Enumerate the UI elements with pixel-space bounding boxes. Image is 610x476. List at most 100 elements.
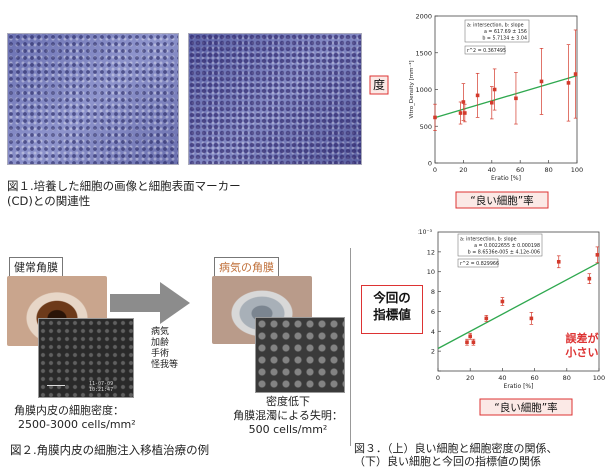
fig1-caption: 図１.培養した細胞の画像と細胞表面マーカー (CD)との関連性 bbox=[7, 179, 347, 209]
healthy-note-line2: 2500-3000 cells/mm² bbox=[18, 418, 136, 431]
density-label: 度 bbox=[373, 77, 385, 92]
data-point bbox=[490, 100, 494, 105]
fit-line bbox=[437, 262, 600, 350]
arrow-icon bbox=[110, 282, 190, 324]
fig3-caption-line1: 図３．（上）良い細胞と細胞密度の関係、 bbox=[354, 442, 558, 455]
r2-text: r^2 = 0.829966 bbox=[460, 261, 499, 267]
y-tick-label: 2000 bbox=[415, 13, 432, 21]
fig1-caption-line2: (CD)との関連性 bbox=[7, 194, 91, 208]
chart-bottom: 2 4 6 8 10 12 0 20 40 60 80 100 Eratio [%] 14x10⁻³ a: … bbox=[408, 222, 610, 420]
y-tick-label: 0 bbox=[428, 160, 432, 168]
y-tick-label: 2 bbox=[431, 348, 435, 356]
r2-box bbox=[457, 258, 499, 268]
fit-box-line: a = 617.69 ± 156 bbox=[484, 29, 527, 35]
healthy-endothelium-image: 11-07-09 10:21:47 bbox=[38, 318, 134, 398]
x-tick-label: 60 bbox=[516, 166, 524, 174]
y-tick-label: 1500 bbox=[415, 49, 432, 57]
microscope-image-2 bbox=[188, 33, 362, 165]
y-tick-label: 1000 bbox=[415, 86, 432, 94]
diseased-note-line2: 角膜混濁による失明： bbox=[233, 409, 343, 422]
small-error-annotation-line1: 誤差が bbox=[566, 331, 599, 345]
data-point bbox=[539, 79, 544, 84]
diseased-cornea-label: 病気の角膜 bbox=[214, 257, 279, 277]
chart-top-svg: 0 500 1000 1500 2000 0 20 40 60 80 100 Eratio [%] Vi… bbox=[369, 13, 583, 209]
fit-box bbox=[464, 19, 530, 43]
data-point bbox=[500, 299, 505, 304]
x-tick-label: 80 bbox=[563, 374, 571, 382]
diseased-note-line3: 500 cells/mm² bbox=[248, 423, 328, 436]
data-point bbox=[475, 93, 480, 98]
data-point bbox=[514, 96, 518, 101]
endo-timestamp: 11-07-09 10:21:47 bbox=[89, 381, 114, 393]
data-point bbox=[529, 316, 534, 321]
cause-item: 手術 bbox=[151, 349, 170, 359]
good-cell-rate-label: “良い細胞”率 bbox=[470, 194, 533, 207]
y-tick-label: 4 bbox=[431, 328, 435, 336]
index-value-box: 今回の 指標値 bbox=[361, 285, 423, 334]
divider bbox=[350, 248, 351, 446]
cause-list: 病気 加齢 手術 怪我等 bbox=[151, 327, 178, 371]
fit-line bbox=[434, 74, 578, 119]
x-axis-label: Eratio [%] bbox=[504, 383, 534, 390]
index-value-line1: 今回の bbox=[373, 290, 411, 305]
x-tick-label: 40 bbox=[498, 374, 506, 382]
data-point bbox=[566, 81, 571, 85]
fig2-caption: 図２.角膜内皮の細胞注入移植治療の例 bbox=[10, 443, 210, 457]
diseased-note: 密度低下 角膜混濁による失明： 500 cells/mm² bbox=[218, 395, 358, 437]
good-cell-rate-box bbox=[455, 191, 549, 209]
data-point bbox=[595, 253, 600, 257]
plot-frame bbox=[437, 231, 600, 372]
cause-item: 怪我等 bbox=[151, 360, 179, 370]
fit-box-line: a = 0.0022655 ± 0.000198 bbox=[474, 243, 540, 249]
x-tick-label: 20 bbox=[466, 374, 474, 382]
density-label-box bbox=[369, 75, 389, 95]
chart-top: 0 500 1000 1500 2000 0 20 40 60 80 100 Eratio [%] Vi… bbox=[362, 2, 610, 214]
y-exponent-label: 14x10⁻³ bbox=[418, 229, 433, 236]
healthy-note: 角膜内皮の細胞密度： 2500-3000 cells/mm² bbox=[14, 404, 164, 432]
x-tick-label: 80 bbox=[544, 166, 552, 174]
r2-box bbox=[464, 45, 506, 55]
index-value-line2: 指標値 bbox=[373, 307, 411, 322]
r2-text: r^2 = 0.367495 bbox=[467, 48, 506, 54]
diseased-endothelium-image bbox=[255, 317, 345, 393]
microscope-image-1 bbox=[7, 33, 179, 165]
x-tick-label: 40 bbox=[488, 166, 496, 174]
fit-box-line: b = 5.7134 ± 3.04 bbox=[482, 36, 527, 42]
y-tick-label: 10 bbox=[427, 268, 435, 276]
chart-bottom-svg: 2 4 6 8 10 12 0 20 40 60 80 100 Eratio [%] 14x10⁻³ a: … bbox=[408, 229, 605, 416]
data-point bbox=[433, 115, 437, 120]
data-point bbox=[463, 111, 467, 115]
data-point bbox=[458, 111, 463, 115]
data-point bbox=[461, 100, 466, 104]
good-cell-rate-label: “良い細胞”率 bbox=[494, 401, 557, 414]
fit-box-line: b = 8.6536e-005 ± 4.12e-006 bbox=[468, 250, 540, 256]
fit-box-line: a: intersection, b: slope bbox=[460, 237, 517, 243]
diseased-note-line1: 密度低下 bbox=[266, 395, 310, 408]
x-axis-label: Eratio [%] bbox=[491, 175, 521, 182]
y-tick-label: 8 bbox=[431, 288, 435, 296]
data-point bbox=[468, 334, 472, 339]
data-point bbox=[587, 276, 592, 281]
cause-item: 病気 bbox=[151, 327, 170, 337]
y-axis-label: Vitro_Density [mm⁻²] bbox=[408, 60, 415, 118]
small-error-annotation-line2: 小さい bbox=[565, 345, 599, 359]
fig1-caption-line1: 図１.培養した細胞の画像と細胞表面マーカー bbox=[7, 179, 241, 193]
data-point bbox=[484, 316, 489, 321]
x-tick-label: 60 bbox=[530, 374, 538, 382]
healthy-note-line1: 角膜内皮の細胞密度： bbox=[14, 404, 124, 417]
x-tick-label: 20 bbox=[459, 166, 467, 174]
data-point bbox=[471, 340, 476, 345]
data-point bbox=[556, 259, 561, 264]
data-point bbox=[465, 340, 469, 345]
cause-item: 加齢 bbox=[151, 338, 170, 348]
fit-box bbox=[457, 233, 543, 257]
data-point bbox=[573, 72, 578, 76]
y-tick-label: 6 bbox=[431, 308, 435, 316]
healthy-cornea-label: 健常角膜 bbox=[9, 257, 63, 277]
y-tick-label: 12 bbox=[427, 248, 435, 256]
data-point bbox=[492, 87, 497, 92]
x-tick-label: 100 bbox=[593, 374, 605, 382]
x-tick-label: 0 bbox=[436, 374, 440, 382]
fig3-caption-line2: （下）良い細胞と今回の指標値の関係 bbox=[354, 455, 541, 468]
good-cell-rate-box bbox=[479, 398, 573, 416]
